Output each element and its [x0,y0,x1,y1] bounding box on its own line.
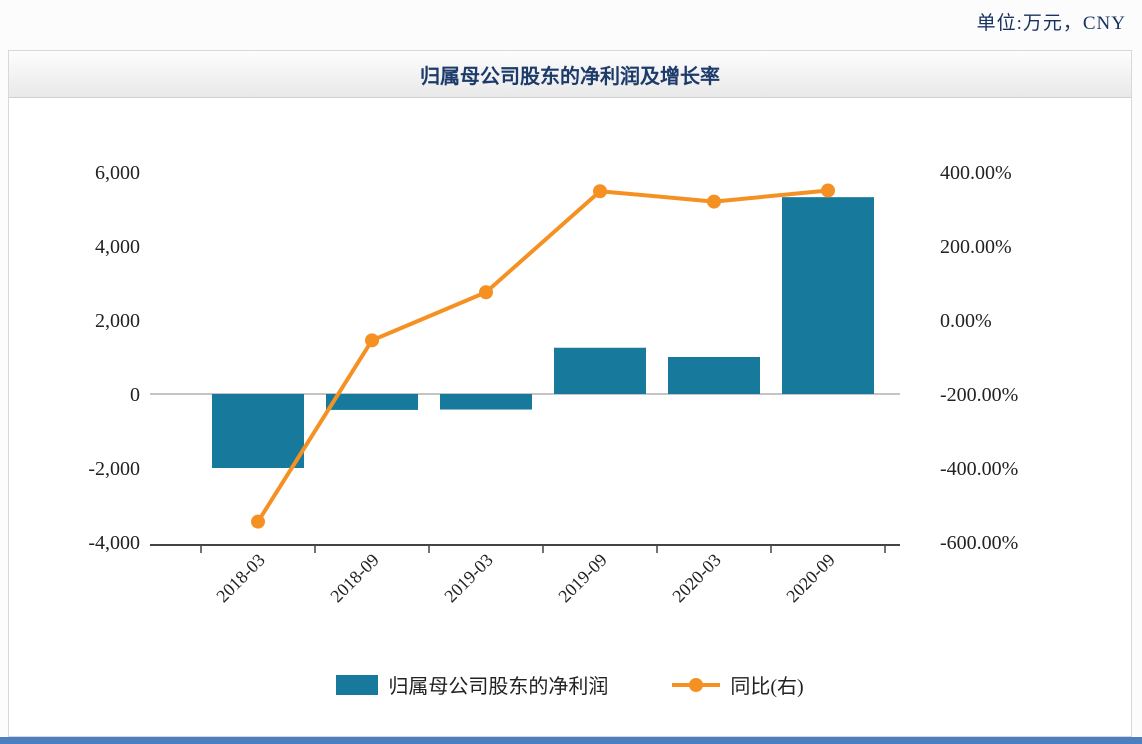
legend-item-net-profit: 归属母公司股东的净利润 [336,670,608,699]
combo-chart: -4,000 -2,000 0 2,000 4,000 6,000 -600.00% -400… [88,162,1018,607]
right-axis-tick: -200.00% [940,384,1018,406]
left-axis-tick: 6,000 [95,162,140,184]
right-axis-tick: 200.00% [940,236,1012,258]
yoy-point [479,285,493,300]
bar-net-profit [440,394,532,410]
right-axis-tick: 0.00% [940,310,992,332]
line-series-dot [689,677,704,692]
yoy-point [707,194,721,209]
x-axis-label: 2018-09 [326,550,383,607]
x-axis-label: 2020-03 [668,550,725,607]
bottom-accent-bar [0,737,1142,744]
yoy-point [593,184,607,199]
x-axis-label: 2020-09 [782,550,839,607]
bar-net-profit [554,347,646,394]
yoy-point [365,333,379,348]
bar-net-profit [326,394,418,410]
yoy-point [251,514,265,529]
yoy-point [821,183,835,198]
bar-net-profit [782,197,874,394]
bar-series-swatch [336,674,379,695]
right-axis-tick: -400.00% [940,458,1018,480]
bar-net-profit [212,394,304,468]
left-axis-tick: -2,000 [88,458,140,480]
yoy-line [256,188,830,524]
left-axis-tick: 4,000 [95,236,140,258]
bar-net-profit [668,357,760,394]
left-axis-tick: 0 [130,384,140,406]
chart-title-bar: 归属母公司股东的净利润及增长率 [9,51,1131,98]
chart-title: 归属母公司股东的净利润及增长率 [420,65,720,88]
legend-label-net-profit: 归属母公司股东的净利润 [388,676,609,698]
x-axis-label: 2019-03 [440,550,497,607]
right-axis-tick: 400.00% [940,162,1012,184]
chart-body: -4,000 -2,000 0 2,000 4,000 6,000 -600.00% -400… [9,98,1131,699]
x-axis-label: 2018-03 [212,550,269,607]
left-axis-tick: 2,000 [95,310,140,332]
line-series-swatch [672,677,721,692]
chart-card: 归属母公司股东的净利润及增长率 -4,000 -2,000 0 2,000 4,000 6… [8,50,1132,737]
left-axis-tick: -4,000 [88,532,140,554]
chart-legend: 归属母公司股东的净利润 同比(右) [9,670,1131,699]
right-axis-tick: -600.00% [940,532,1018,554]
legend-item-yoy: 同比(右) [672,670,804,699]
x-axis-label: 2019-09 [554,550,611,607]
legend-label-yoy: 同比(右) [730,676,804,698]
unit-label: 单位:万元，CNY [976,13,1126,34]
